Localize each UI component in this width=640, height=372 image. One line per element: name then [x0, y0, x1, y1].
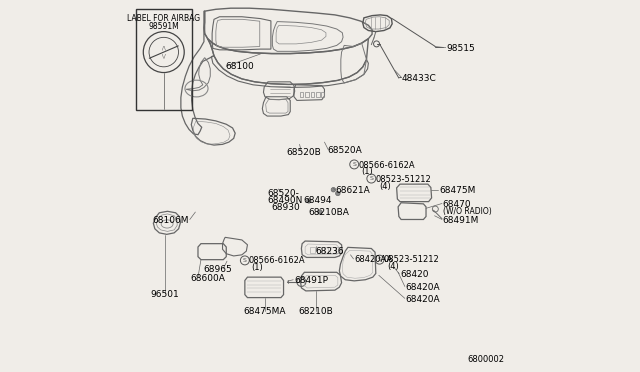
Text: 68520A: 68520A — [328, 146, 362, 155]
Text: 68494: 68494 — [303, 196, 332, 205]
Text: 68106M: 68106M — [152, 216, 189, 225]
Circle shape — [307, 199, 311, 203]
Text: 68470: 68470 — [443, 200, 472, 209]
Text: 68491P: 68491P — [294, 276, 328, 285]
Bar — [310, 247, 315, 253]
Text: 96501: 96501 — [150, 290, 179, 299]
Text: 08523-51212: 08523-51212 — [376, 175, 431, 184]
Text: 68475M: 68475M — [439, 186, 476, 195]
Text: 68930: 68930 — [271, 203, 300, 212]
Bar — [321, 92, 324, 97]
Text: 68621A: 68621A — [335, 186, 370, 195]
Text: 68475MA: 68475MA — [244, 307, 286, 316]
Bar — [317, 247, 321, 253]
Text: 68490N: 68490N — [267, 196, 303, 205]
Circle shape — [331, 187, 335, 192]
Text: S: S — [378, 257, 381, 262]
Circle shape — [335, 191, 340, 196]
Bar — [330, 247, 335, 253]
Text: S: S — [352, 162, 356, 167]
Text: 08523-51212: 08523-51212 — [384, 255, 440, 264]
Text: 68420A: 68420A — [406, 295, 440, 304]
Text: (1): (1) — [361, 167, 372, 176]
Text: 68420: 68420 — [400, 270, 429, 279]
Text: 68520-: 68520- — [267, 189, 299, 198]
Text: 68100: 68100 — [225, 62, 254, 71]
Text: \/: \/ — [162, 53, 166, 58]
Circle shape — [318, 210, 322, 214]
Text: 68491M: 68491M — [443, 216, 479, 225]
Text: 08566-6162A: 08566-6162A — [248, 256, 305, 265]
Bar — [300, 92, 303, 97]
Bar — [335, 247, 340, 253]
Text: S: S — [369, 176, 373, 181]
Text: 48433C: 48433C — [402, 74, 436, 83]
Text: /\: /\ — [162, 46, 166, 51]
Text: 68520B: 68520B — [287, 148, 321, 157]
Text: (W/O RADIO): (W/O RADIO) — [443, 207, 492, 216]
Text: (4): (4) — [387, 262, 399, 271]
Text: 98591M: 98591M — [148, 22, 179, 31]
Text: 68210B: 68210B — [298, 307, 333, 316]
Text: 68420AA: 68420AA — [354, 255, 392, 264]
Text: LABEL FOR AIRBAG: LABEL FOR AIRBAG — [127, 14, 200, 23]
Text: 6800002: 6800002 — [467, 355, 504, 364]
Text: 08566-6162A: 08566-6162A — [358, 161, 415, 170]
Text: 68600A: 68600A — [190, 274, 225, 283]
Text: 68236: 68236 — [316, 247, 344, 256]
Bar — [316, 92, 320, 97]
Text: 98515: 98515 — [447, 44, 476, 53]
Bar — [324, 247, 328, 253]
Text: (1): (1) — [251, 263, 263, 272]
Bar — [136, 9, 191, 110]
Bar — [305, 92, 309, 97]
Bar — [310, 92, 314, 97]
Text: 68210BA: 68210BA — [308, 208, 349, 217]
Text: S: S — [243, 258, 247, 263]
Text: 68420A: 68420A — [406, 283, 440, 292]
Text: 68965: 68965 — [204, 265, 232, 274]
Text: (4): (4) — [379, 182, 390, 190]
